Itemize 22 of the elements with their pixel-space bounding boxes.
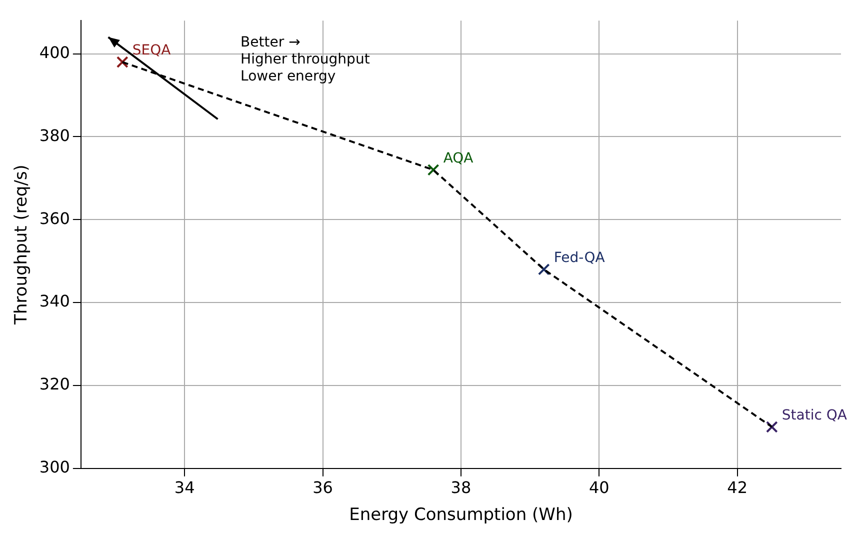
y-tick-label: 320 — [39, 374, 70, 394]
x-tick-label: 38 — [450, 478, 472, 498]
series-label: Fed-QA — [554, 250, 606, 266]
point — [427, 164, 440, 176]
point — [766, 420, 778, 433]
point — [538, 263, 550, 276]
point — [116, 56, 128, 68]
x-tick-label: 40 — [588, 478, 610, 498]
y-axis-title: Throughput (req/s) — [12, 164, 32, 326]
x-axis-title: Energy Consumption (Wh) — [349, 505, 573, 526]
y-tick-label: 360 — [39, 208, 70, 228]
y-tick-label: 300 — [39, 458, 70, 477]
x-tick-label: 36 — [312, 478, 333, 498]
y-tick-label: 340 — [39, 292, 70, 311]
x-tick-label: 42 — [727, 478, 748, 498]
series-label: SEQA — [132, 42, 172, 59]
annotation: Better → Higher throughput Lower energy — [240, 34, 370, 85]
series-label: AQA — [443, 150, 474, 167]
x-tick-label: 34 — [174, 478, 195, 498]
y-tick-label: 380 — [39, 126, 70, 145]
series-label: Static QA — [782, 408, 848, 424]
y-tick-label: 400 — [39, 42, 70, 62]
